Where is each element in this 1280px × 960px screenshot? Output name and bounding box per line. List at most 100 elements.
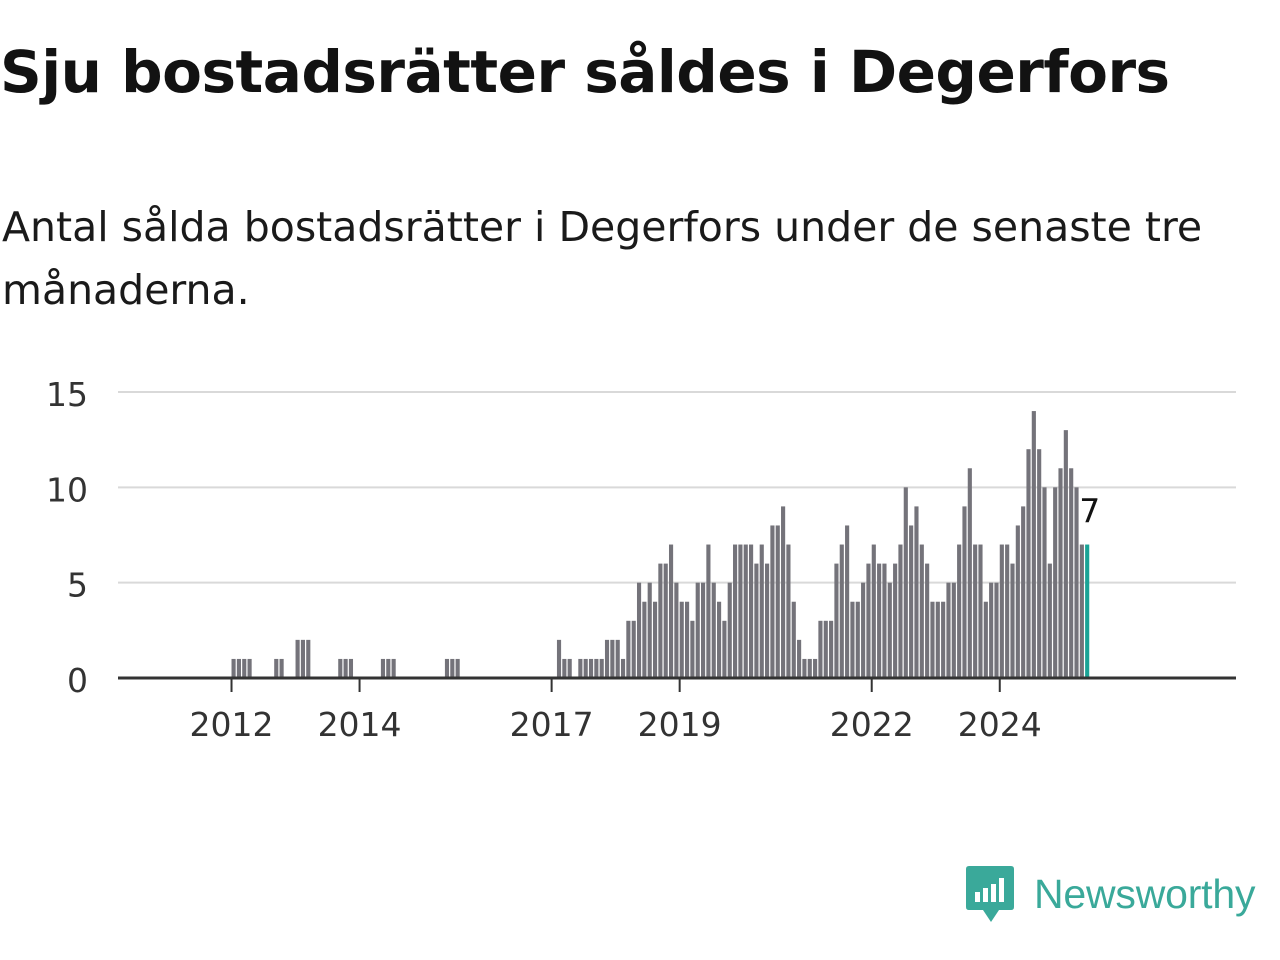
bar [380, 658, 386, 678]
newsworthy-logo-icon [966, 866, 1014, 922]
bar [877, 563, 882, 678]
bar [242, 658, 247, 678]
bar [717, 601, 722, 678]
bar [829, 620, 834, 678]
bar [690, 620, 695, 678]
bar [338, 658, 343, 678]
bar [679, 601, 684, 678]
bar [1021, 506, 1026, 678]
last-value-label: 7 [1079, 492, 1100, 531]
bar [599, 658, 604, 678]
bar [791, 601, 796, 678]
bar [636, 582, 642, 678]
bar [578, 658, 583, 678]
bar [684, 601, 690, 678]
bar-chart: 0 5 10 15 2012 2014 2017 2019 2022 2024 7 [46, 375, 1236, 744]
bar [957, 544, 962, 678]
bar [866, 563, 871, 678]
bar [941, 601, 946, 678]
bar [946, 582, 951, 678]
bar [882, 563, 887, 678]
bar [274, 658, 279, 678]
bar [989, 582, 994, 678]
bar [722, 620, 727, 678]
bar [706, 544, 711, 678]
bar [983, 601, 988, 678]
bar [444, 658, 450, 678]
bar [903, 487, 908, 678]
bar [1079, 544, 1084, 678]
x-tick-label: 2024 [958, 705, 1042, 744]
x-tick-label: 2012 [190, 705, 274, 744]
bar [701, 582, 706, 678]
bar [556, 639, 562, 678]
bar [583, 658, 588, 678]
bar [620, 658, 626, 678]
x-axis-ticks: 2012 2014 2017 2019 2022 2024 [190, 678, 1042, 744]
bar [1042, 487, 1047, 678]
bar [567, 658, 572, 678]
bar [813, 658, 818, 678]
bar [279, 658, 284, 678]
brand-name: Newsworthy [1034, 870, 1256, 917]
bar [695, 582, 700, 678]
gridlines [118, 391, 1236, 584]
bar [588, 658, 594, 678]
bar [930, 601, 935, 678]
bar [1005, 544, 1010, 678]
bar [455, 658, 460, 678]
bar [978, 544, 983, 678]
bar [668, 544, 674, 678]
bar [786, 544, 791, 678]
bar [823, 620, 828, 678]
y-tick-label: 0 [67, 661, 88, 700]
bars [231, 411, 1090, 678]
bar [994, 582, 999, 678]
bar-highlight [1085, 544, 1090, 678]
bar [797, 639, 802, 678]
bar [300, 639, 306, 678]
bar [306, 639, 311, 678]
bar [1026, 449, 1031, 678]
bar [295, 639, 300, 678]
bar [1015, 525, 1020, 678]
bar [770, 525, 775, 678]
bar [1010, 563, 1015, 678]
bar [973, 544, 978, 678]
bar [1063, 430, 1068, 678]
bar [738, 544, 743, 678]
bar [247, 658, 252, 678]
bar [236, 658, 241, 678]
bar [909, 525, 914, 678]
bar [652, 601, 658, 678]
bar [343, 658, 348, 678]
bar [839, 544, 844, 678]
bar [871, 544, 876, 678]
bar [391, 658, 396, 678]
bar [727, 582, 732, 678]
bar [562, 658, 567, 678]
bar [733, 544, 738, 678]
bar [594, 658, 599, 678]
bar [925, 563, 930, 678]
bar [802, 658, 807, 678]
bar [386, 658, 391, 678]
bar [818, 620, 823, 678]
bar [1031, 411, 1036, 678]
bar [615, 639, 620, 678]
bar [711, 582, 716, 678]
bar [887, 582, 892, 678]
bar [775, 525, 780, 678]
bar [759, 544, 764, 678]
bar [834, 563, 839, 678]
bar [951, 582, 956, 678]
bar [450, 658, 455, 678]
y-tick-label: 10 [46, 470, 88, 509]
bar [1053, 487, 1058, 678]
bar [807, 658, 812, 678]
bar [647, 582, 652, 678]
bar [1069, 468, 1074, 678]
brand: Newsworthy [964, 862, 1255, 926]
bar [919, 544, 924, 678]
bar [674, 582, 679, 678]
